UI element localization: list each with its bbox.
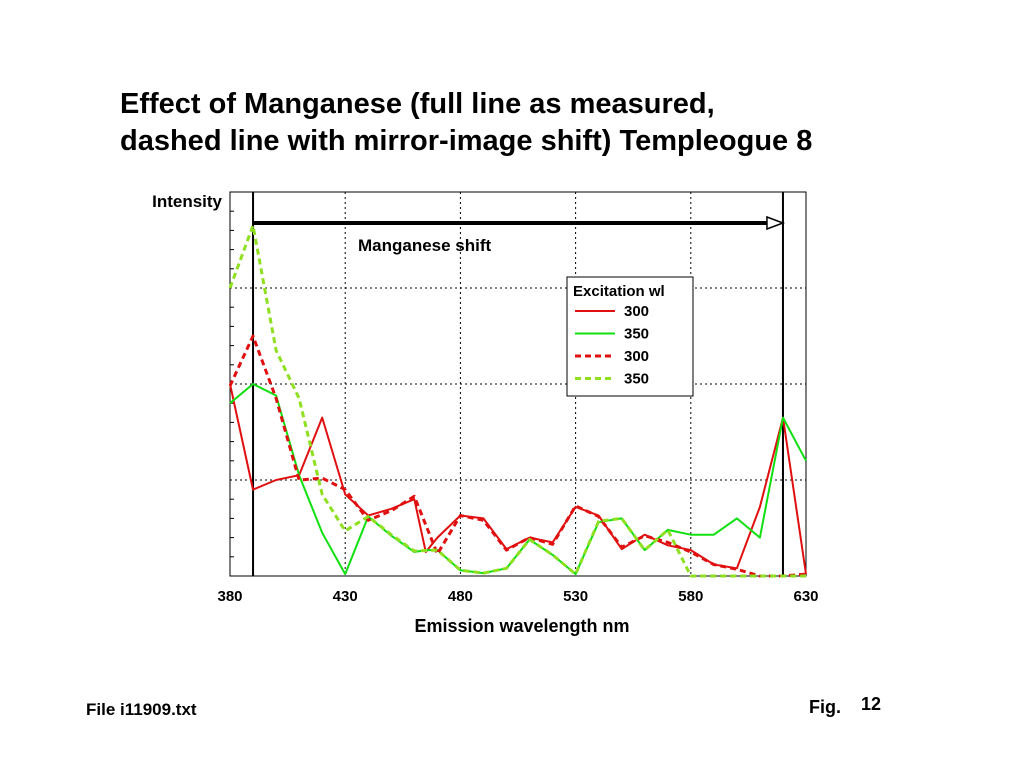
title-line-2: dashed line with mirror-image shift) Tem… bbox=[120, 125, 813, 157]
legend-entry-label: 300 bbox=[624, 348, 649, 365]
x-tick-label: 380 bbox=[217, 588, 242, 605]
x-tick-label: 530 bbox=[563, 588, 588, 605]
title-line-1: Effect of Manganese (full line as measur… bbox=[120, 88, 715, 120]
series-lines bbox=[228, 224, 807, 578]
shift-annotation-label: Manganese shift bbox=[358, 236, 492, 255]
shift-arrow-head bbox=[766, 215, 786, 231]
legend-entry-label: 350 bbox=[624, 326, 649, 343]
x-axis-label: Emission wavelength nm bbox=[414, 616, 629, 636]
series-line-300-dashed bbox=[228, 334, 807, 578]
figure-label: Fig. bbox=[809, 697, 841, 717]
legend-box bbox=[566, 276, 694, 397]
legend-entry-label: 350 bbox=[624, 371, 649, 388]
series-line-350-dashed bbox=[228, 224, 806, 578]
figure-number: 12 bbox=[861, 694, 882, 714]
legend: Excitation wl 300 350 300 350 bbox=[566, 276, 694, 397]
x-tick-label: 580 bbox=[678, 588, 703, 605]
legend-title: Excitation wl bbox=[573, 283, 665, 300]
legend-entry-label: 300 bbox=[624, 303, 649, 320]
y-axis-label: Intensity bbox=[152, 192, 222, 211]
x-tick-labels: 380 430 480 530 580 630 bbox=[217, 588, 818, 605]
x-tick-label: 630 bbox=[793, 588, 818, 605]
shift-annotation: Manganese shift bbox=[253, 215, 786, 255]
x-tick-label: 430 bbox=[333, 588, 358, 605]
y-minor-ticks bbox=[230, 210, 234, 558]
vertical-markers bbox=[252, 192, 784, 576]
x-tick-label: 480 bbox=[448, 588, 473, 605]
file-name: File i11909.txt bbox=[86, 700, 197, 719]
slide-title: Effect of Manganese (full line as measur… bbox=[120, 86, 812, 160]
